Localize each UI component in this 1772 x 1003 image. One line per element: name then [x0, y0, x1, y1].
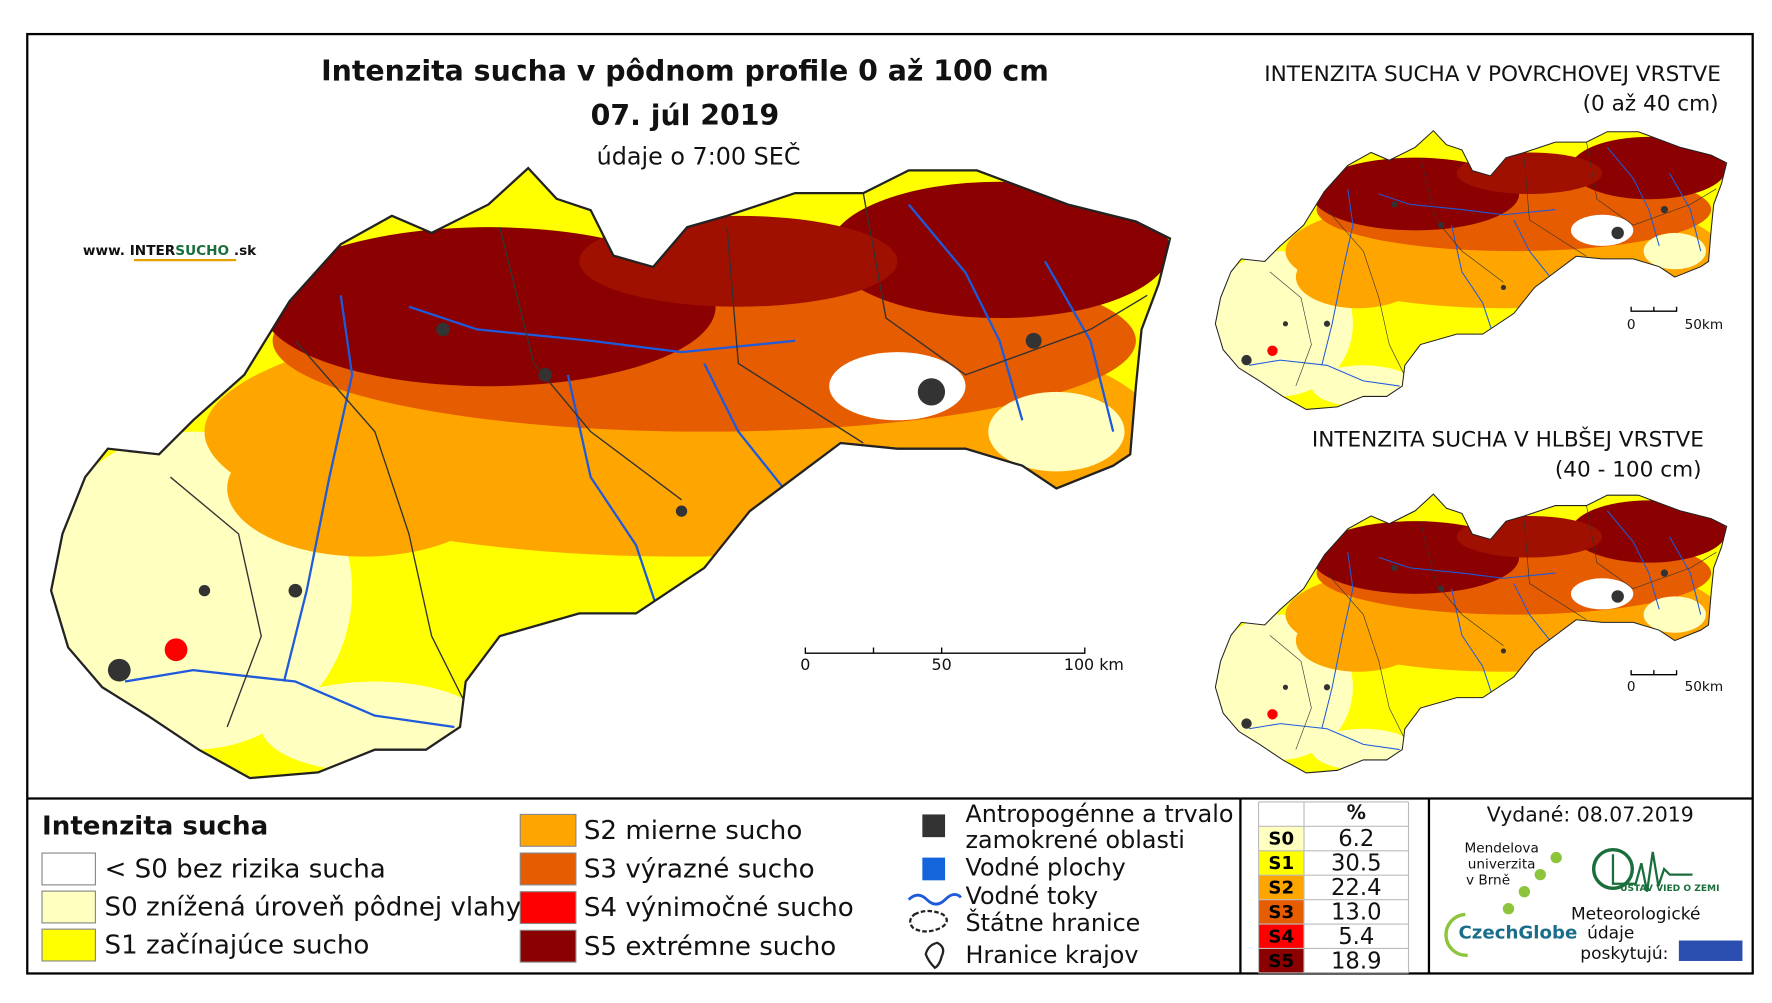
table-header: %: [1347, 801, 1366, 824]
czechglobe-arc: [1444, 912, 1468, 957]
percent: 6.2: [1338, 826, 1374, 852]
feature-label: Antropogénne a trvalo: [966, 800, 1234, 828]
czechglobe: CzechGlobe: [1458, 923, 1577, 944]
class-label: S4: [1268, 926, 1294, 947]
ustav-logo: [1611, 851, 1693, 892]
class-cell: [1258, 850, 1305, 876]
percent: 22.4: [1331, 875, 1382, 901]
ustav-logo: [1591, 847, 1634, 890]
legend-swatch: [41, 928, 96, 962]
percent: 5.4: [1338, 924, 1374, 950]
class-label: S0: [1268, 829, 1294, 850]
feature-label: zamokrené oblasti: [966, 826, 1185, 854]
scale-label: 50km: [1685, 679, 1724, 695]
scale-label: 0: [1627, 679, 1636, 695]
percent: 30.5: [1331, 851, 1382, 877]
legend-title: Intenzita sucha: [42, 811, 268, 841]
legend-label: S1 začínajúce sucho: [105, 931, 370, 961]
stats-table: % S0 6.2 S1 30.5 S2 22.4 S3 13.0 S4 5.4 S5 18.9: [1258, 801, 1410, 974]
class-cell: [1258, 924, 1305, 949]
legend-swatch: [519, 929, 577, 963]
class-label: S2: [1268, 878, 1294, 899]
scale-label: 100 km: [1064, 655, 1124, 674]
class-label: S3: [1268, 902, 1294, 923]
icon-water: [922, 857, 946, 881]
scale-label: 50: [932, 655, 952, 674]
credit-text: údaje: [1587, 924, 1634, 944]
feature-label: Vodné plochy: [966, 853, 1126, 881]
issued: Vydané: 08.07.2019: [1487, 803, 1694, 827]
shmu-logo: [1678, 940, 1743, 961]
icon-river: [907, 893, 962, 906]
ustav-text: ÚSTAV VIED O ZEMI: [1620, 882, 1719, 894]
date: 07. júl 2019: [591, 99, 780, 132]
title: Intenzita sucha v pôdnom profile 0 až 10…: [321, 55, 1049, 88]
feature-label: Hranice krajov: [966, 941, 1139, 969]
feature-label: Vodné toky: [966, 882, 1099, 910]
legend-label: S0 znížená úroveň pôdnej vlahy: [105, 893, 522, 923]
legend-label: S2 mierne sucho: [584, 816, 802, 846]
legend-swatch: [41, 890, 96, 924]
class-label: S1: [1268, 853, 1294, 874]
feature-label: Štátne hranice: [966, 909, 1141, 937]
inset-subtitle: (40 - 100 cm): [1555, 457, 1702, 482]
legend-swatch: [519, 891, 577, 925]
credit-text: univerzita: [1468, 856, 1536, 872]
website-part: .sk: [229, 243, 257, 259]
percent: 18.9: [1331, 948, 1382, 974]
website-part: www. INTER: [83, 243, 176, 259]
scale-label: 0: [1627, 317, 1636, 333]
icon-border: [909, 909, 948, 933]
class-label: S5: [1268, 951, 1294, 972]
legend-swatch: [519, 813, 577, 847]
inset-title: INTENZITA SUCHA V POVRCHOVEJ VRSTVE: [1264, 62, 1721, 87]
legend-swatch: [519, 852, 577, 886]
inset-subtitle: (0 až 40 cm): [1583, 92, 1719, 117]
class-cell: [1258, 875, 1305, 900]
credit-text: Meteorologické: [1571, 904, 1700, 924]
note: údaje o 7:00 SEČ: [597, 142, 801, 170]
credit-text: Mendelova: [1464, 841, 1538, 857]
class-cell: [1258, 899, 1305, 925]
legend-label: S4 výnimočné sucho: [584, 893, 854, 923]
website: www. INTERSUCHO .sk: [83, 243, 257, 259]
legend-label: S3 výrazné sucho: [584, 855, 815, 885]
mendel-dots: [1502, 851, 1562, 915]
website-part: SUCHO: [175, 243, 229, 259]
percent: 13.0: [1331, 899, 1382, 925]
legend-swatch: [41, 852, 96, 886]
scale-label: 0: [800, 655, 810, 674]
legend-label: S5 extrémne sucho: [584, 932, 836, 962]
class-cell: [1258, 948, 1305, 973]
legend-label: < S0 bez rizika sucha: [105, 855, 386, 885]
legend-classes: < S0 bez rizika sucha S0 znížená úroveň p…: [41, 813, 854, 963]
credit-text: v Brně: [1466, 872, 1510, 888]
inset-title: INTENZITA SUCHA V HLBŠEJ VRSTVE: [1312, 427, 1704, 453]
icon-region: [924, 941, 945, 970]
icon-wetland: [922, 814, 946, 838]
credit-text: poskytujú:: [1580, 944, 1668, 964]
scale-bar: [804, 306, 1678, 676]
scale-label: 50km: [1685, 317, 1724, 333]
class-cell: [1258, 826, 1305, 851]
